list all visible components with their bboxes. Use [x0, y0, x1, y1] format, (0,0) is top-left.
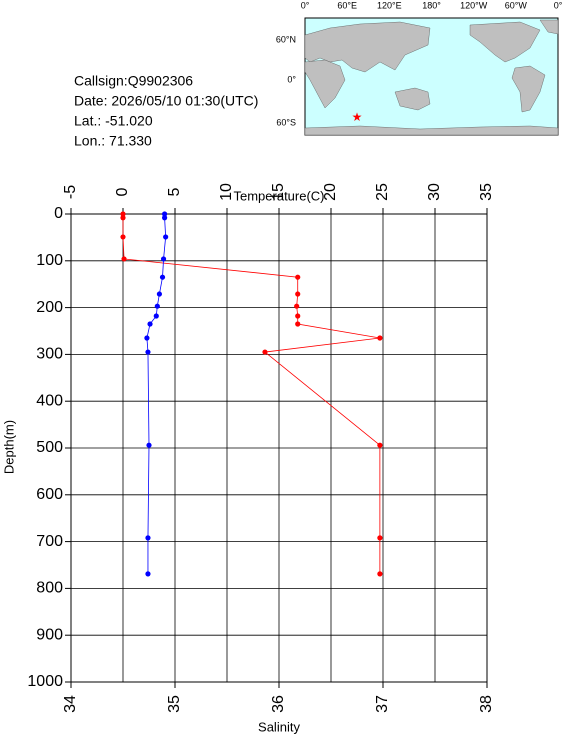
- map-lon-label: 180°: [422, 0, 441, 10]
- x-tick-label: 5: [166, 187, 183, 196]
- map-lon-label: 0°: [554, 0, 563, 10]
- map-lat-label: 60°N: [276, 34, 296, 44]
- profile-point: [162, 211, 168, 217]
- map-lon-label: 60°E: [337, 0, 357, 10]
- y-tick-label: 600: [36, 486, 63, 503]
- profile-point: [145, 349, 151, 355]
- profile-point: [295, 291, 301, 297]
- profile-point: [295, 321, 301, 327]
- profile-point: [294, 303, 300, 309]
- profile-point: [120, 215, 126, 221]
- y-tick-label: 200: [36, 299, 63, 316]
- profile-point: [120, 234, 126, 240]
- y-tick-label: 900: [36, 626, 63, 643]
- profile-point: [120, 211, 126, 217]
- x-tick-label: 25: [374, 183, 391, 201]
- x2-tick-label: 34: [62, 695, 79, 713]
- float-location: ★: [352, 110, 363, 124]
- map-lat-label: 60°S: [276, 117, 296, 127]
- x-tick-label: -5: [62, 185, 79, 199]
- x-tick-label: 20: [322, 183, 339, 201]
- profile-point: [145, 571, 151, 577]
- profile-line: [146, 214, 167, 574]
- x-axis-title: Temperature(C): [233, 188, 324, 203]
- x-tick-label: 10: [218, 183, 235, 201]
- profile-line: [122, 214, 381, 574]
- x-tick-label: 30: [426, 183, 443, 201]
- callsign: Callsign:Q9902306: [74, 73, 193, 89]
- profile-point: [156, 291, 162, 297]
- longitude: Lon.: 71.330: [74, 133, 152, 149]
- map-lon-label: 60°W: [505, 0, 528, 10]
- x2-axis-title: Salinity: [258, 719, 300, 734]
- x2-tick-label: 37: [374, 695, 391, 713]
- y-tick-label: 100: [36, 252, 63, 269]
- y-tick-label: 0: [54, 205, 63, 222]
- y-axis-title: Depth(m): [1, 420, 16, 474]
- profile-point: [162, 215, 168, 221]
- map-lon-label: 120°E: [377, 0, 402, 10]
- profile-point: [377, 335, 383, 341]
- latitude: Lat.: -51.020: [74, 113, 153, 129]
- profile-point: [377, 442, 383, 448]
- y-tick-label: 500: [36, 439, 63, 456]
- profile-point: [262, 349, 268, 355]
- profile-point: [159, 274, 166, 280]
- y-tick-label: 300: [36, 346, 63, 363]
- date: Date: 2026/05/10 01:30(UTC): [74, 93, 258, 109]
- profile-point: [145, 535, 151, 541]
- profile-point: [377, 571, 383, 577]
- map-land: [304, 19, 559, 136]
- profile-point: [160, 256, 167, 262]
- y-tick-label: 1000: [27, 673, 63, 690]
- x-tick-label: 15: [270, 183, 287, 201]
- map-lon-label: 120°W: [460, 0, 488, 10]
- profile-point: [146, 442, 152, 448]
- profile-point: [295, 313, 301, 319]
- profile-point: [163, 234, 169, 240]
- map-lon-label: 0°: [301, 0, 310, 10]
- profile-point: [377, 535, 383, 541]
- x2-tick-label: 38: [478, 695, 495, 713]
- x-tick-label: 35: [478, 183, 495, 201]
- profile-point: [295, 274, 301, 280]
- profile-point: [147, 321, 153, 327]
- x2-tick-label: 35: [166, 695, 183, 713]
- profile-point: [154, 303, 160, 309]
- x-tick-label: 0: [114, 187, 131, 196]
- y-tick-label: 800: [36, 580, 63, 597]
- profile-point: [144, 335, 150, 341]
- map-lat-label: 0°: [287, 74, 296, 84]
- map: ★: [304, 17, 559, 136]
- profile-point: [153, 313, 159, 319]
- y-tick-label: 700: [36, 533, 63, 550]
- x2-tick-label: 36: [270, 695, 287, 713]
- profile-point: [121, 256, 127, 262]
- y-tick-label: 400: [36, 392, 63, 409]
